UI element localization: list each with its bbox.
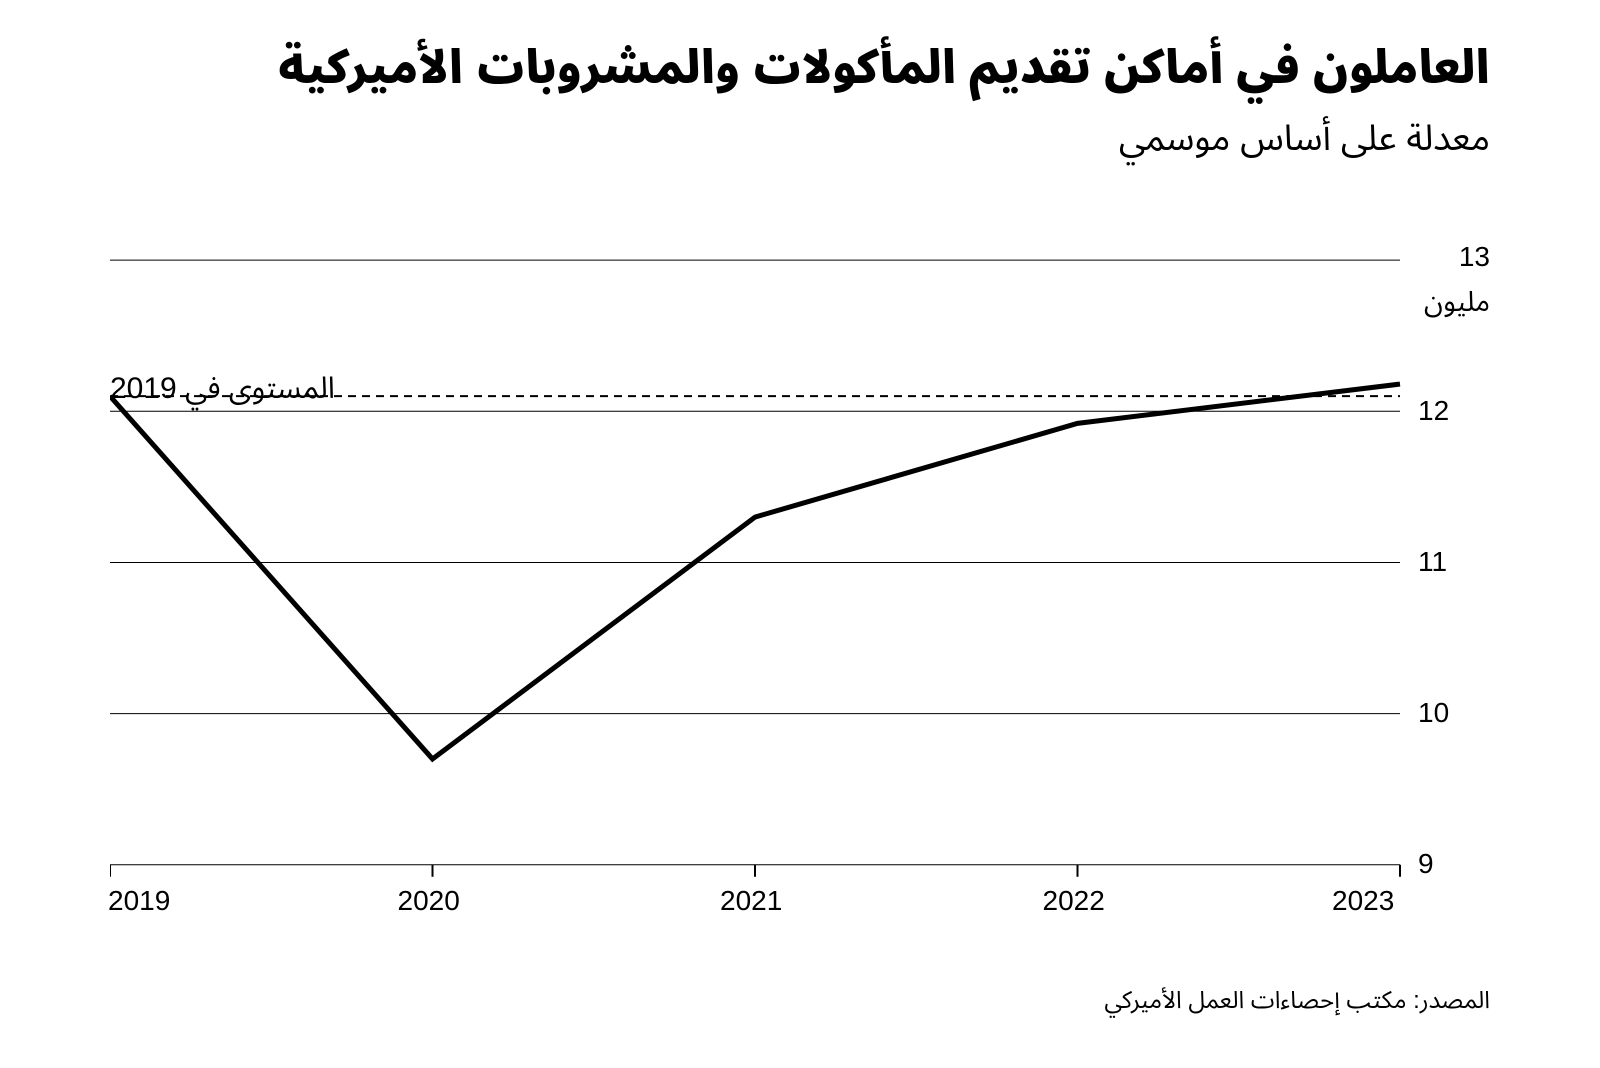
chart-area: 13 مليون المستوى في 2019 12 11 10 9 2019 202… [110, 195, 1490, 945]
x-axis-tick-label: 2023 [1332, 885, 1394, 917]
y-axis-tick-label: 9 [1418, 848, 1434, 880]
x-axis-tick-label: 2022 [1043, 885, 1105, 917]
reference-line-label: المستوى في 2019 [110, 358, 335, 421]
chart-source: المصدر: مكتب إحصاءات العمل الأميركي [110, 975, 1490, 1026]
chart-title: العاملون في أماكن تقديم المأكولات والمشر… [110, 40, 1490, 95]
y-axis-tick-label: 12 [1418, 395, 1449, 427]
x-axis-tick-label: 2021 [720, 885, 782, 917]
x-axis-tick-label: 2019 [108, 885, 170, 917]
x-axis-tick-label: 2020 [398, 885, 460, 917]
chart-subtitle: معدلة على أساس موسمي [110, 101, 1490, 177]
y-axis-unit-label: 13 مليون [1414, 241, 1490, 332]
line-chart-svg [110, 195, 1490, 945]
y-axis-tick-label: 10 [1418, 697, 1449, 729]
y-axis-tick-label: 11 [1418, 546, 1447, 578]
